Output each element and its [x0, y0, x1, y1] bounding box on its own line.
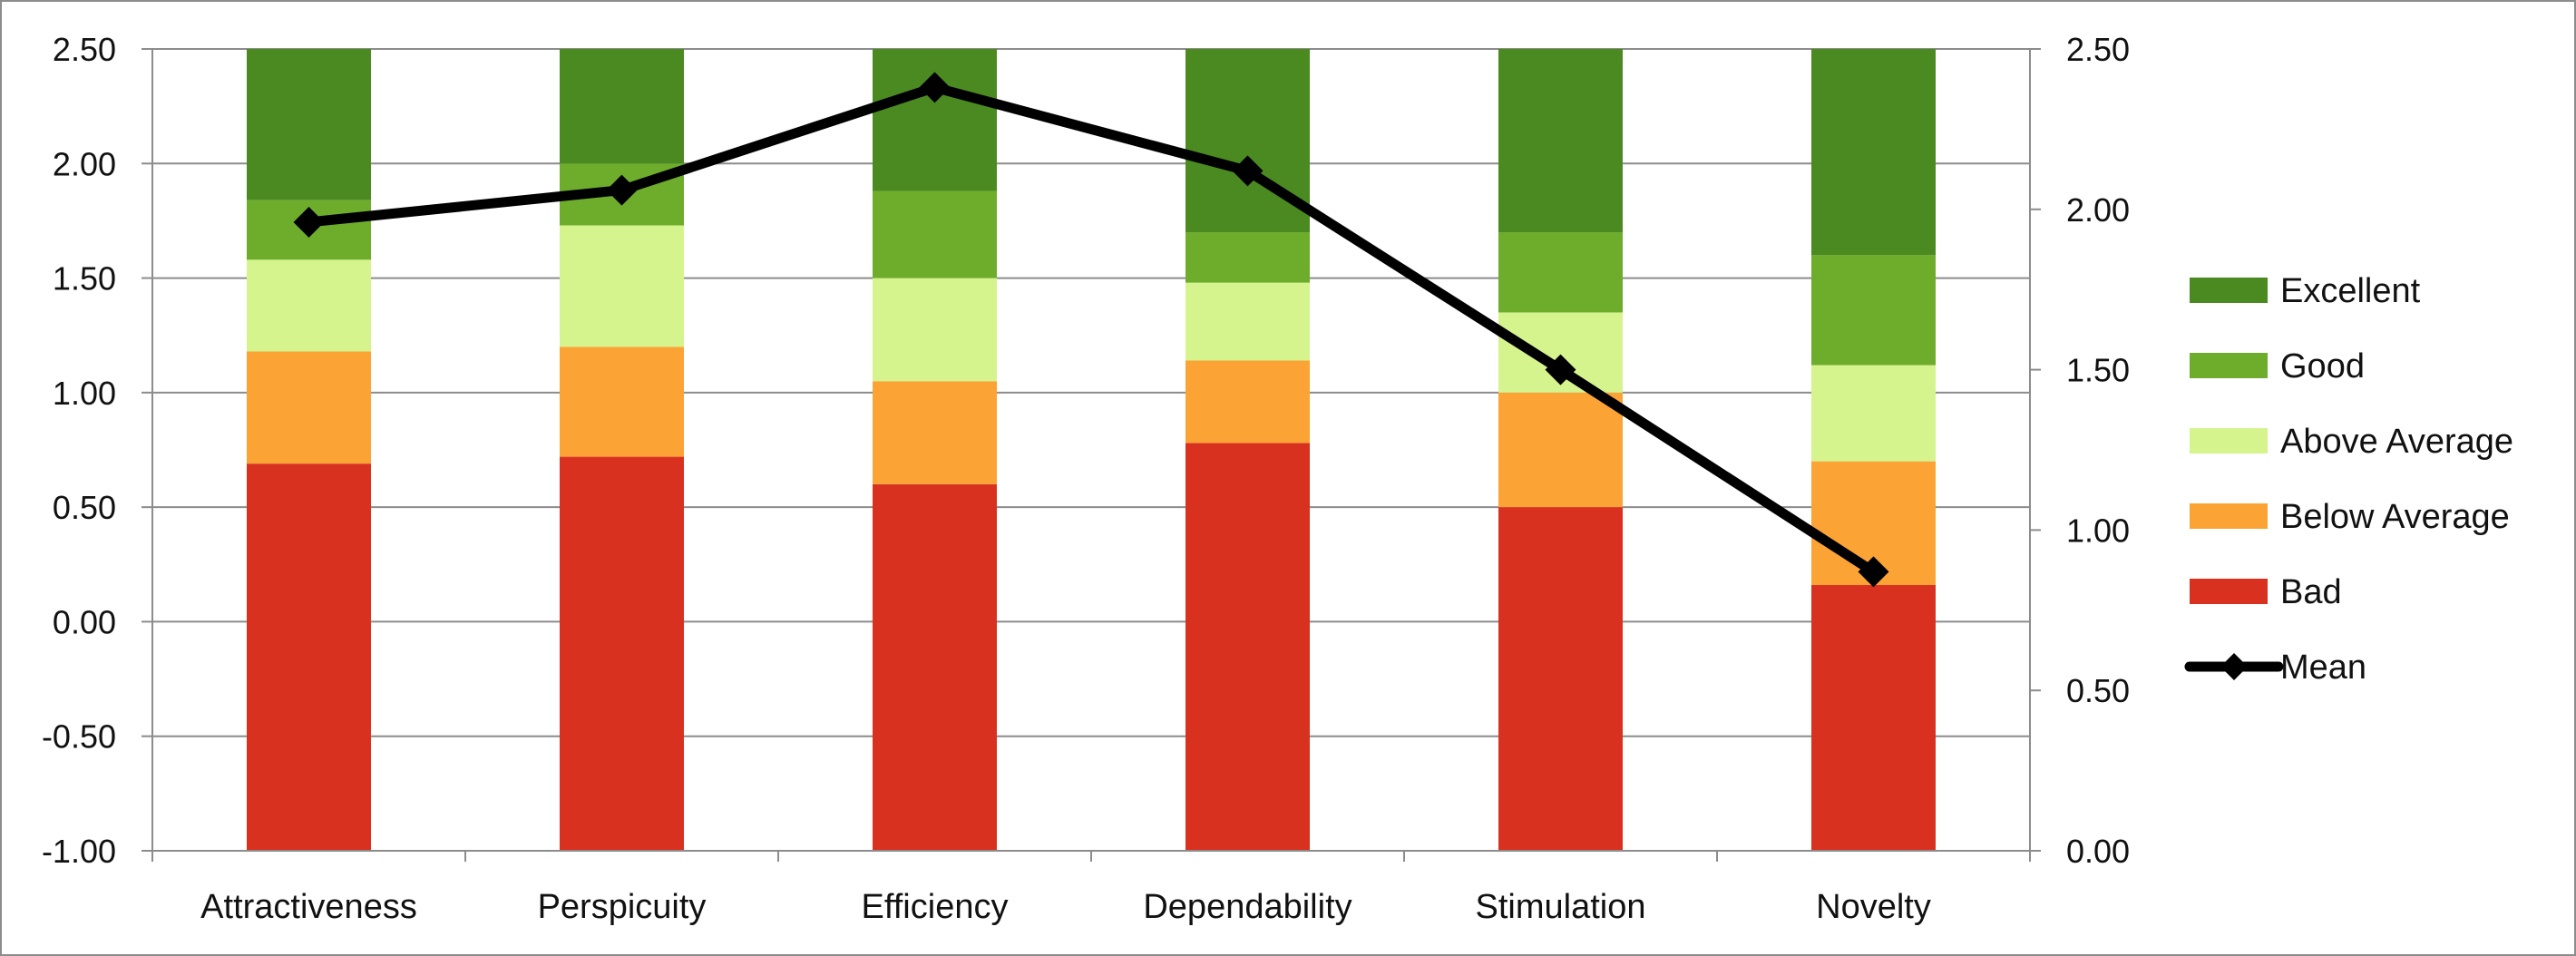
- legend: Excellent Good Above Average Below Average B…: [2184, 272, 2513, 687]
- bar-segment-excellent: [560, 49, 684, 164]
- left-axis-tick-label: 1.00: [53, 375, 116, 412]
- right-axis-tick-label: 2.50: [2066, 31, 2130, 68]
- bar-segment-above-average: [1186, 282, 1310, 361]
- legend-swatch-below-average: [2190, 503, 2268, 529]
- right-axis-tick-label: 0.50: [2066, 672, 2130, 709]
- category-label: Novelty: [1816, 888, 1931, 926]
- category-label: Efficiency: [862, 888, 1009, 926]
- mean-point-marker: [1545, 354, 1576, 385]
- legend-swatch-mean-marker: [2220, 653, 2248, 680]
- left-axis-tick-label: 0.50: [53, 489, 116, 526]
- bar-segment-above-average: [1811, 365, 1936, 462]
- category-label: Perspicuity: [538, 888, 707, 926]
- bar-segment-excellent: [1811, 49, 1936, 256]
- bar-segment-excellent: [247, 49, 371, 200]
- stacked-bars: [247, 49, 1936, 851]
- bar-segment-bad: [1498, 507, 1623, 851]
- right-axis-tick-label: 0.00: [2066, 833, 2130, 870]
- axes: [141, 48, 2041, 862]
- category-label: Stimulation: [1476, 888, 1646, 926]
- bar-segment-below-average: [873, 381, 997, 484]
- legend-label: Mean: [2280, 649, 2366, 687]
- legend-label: Below Average: [2280, 498, 2510, 536]
- bar-segment-above-average: [873, 278, 997, 382]
- category-label: Dependability: [1143, 888, 1351, 926]
- bar-segment-bad: [1186, 443, 1310, 851]
- bar-segment-bad: [560, 456, 684, 851]
- bar-segment-bad: [1811, 585, 1936, 851]
- legend-swatch-bad: [2190, 579, 2268, 604]
- mean-point-marker: [919, 72, 951, 103]
- bar-segment-bad: [873, 483, 997, 851]
- bar-segment-excellent: [1186, 49, 1310, 233]
- bar-segment-good: [1811, 255, 1936, 366]
- category-label: Attractiveness: [200, 888, 417, 926]
- right-axis-tick-label: 2.00: [2066, 191, 2130, 229]
- bar-segment-bad: [247, 463, 371, 851]
- legend-swatch-excellent: [2190, 278, 2268, 303]
- right-axis-tick-label: 1.00: [2066, 512, 2130, 549]
- legend-swatch-above-average: [2190, 428, 2268, 454]
- mean-point-marker: [606, 174, 638, 206]
- bar-segment-excellent: [873, 49, 997, 191]
- bar-segment-above-average: [247, 259, 371, 352]
- mean-line-series: [293, 72, 1889, 588]
- gridlines: [152, 48, 2030, 852]
- mean-point-marker: [1858, 556, 1889, 588]
- mean-line: [304, 82, 1878, 577]
- bar-segment-above-average: [560, 225, 684, 347]
- bar-segment-below-average: [1186, 360, 1310, 444]
- bar-segment-good: [1186, 232, 1310, 283]
- mean-point-marker: [1232, 155, 1264, 187]
- bar-segment-below-average: [560, 346, 684, 457]
- left-axis-tick-label: -0.50: [42, 718, 116, 756]
- bar-segment-below-average: [247, 351, 371, 464]
- legend-label: Bad: [2280, 573, 2342, 611]
- bar-segment-good: [1498, 232, 1623, 313]
- mean-point-marker: [293, 206, 325, 238]
- left-axis-tick-label: 0.00: [53, 603, 116, 640]
- left-axis-tick-label: 2.50: [53, 31, 116, 68]
- left-axis-tick-label: -1.00: [42, 833, 116, 870]
- legend-label: Good: [2280, 347, 2365, 385]
- bar-segment-good: [873, 190, 997, 278]
- legend-swatch-good: [2190, 353, 2268, 378]
- left-axis-tick-label: 2.00: [53, 145, 116, 182]
- bar-segment-below-average: [1498, 392, 1623, 508]
- bar-segment-excellent: [1498, 49, 1623, 233]
- left-axis-tick-label: 1.50: [53, 260, 116, 298]
- legend-label: Excellent: [2280, 272, 2421, 310]
- legend-label: Above Average: [2280, 423, 2513, 461]
- right-axis-tick-label: 1.50: [2066, 352, 2130, 389]
- axis-labels: 2.50 2.00 1.50 1.00 0.50 0.00 -0.50 -1.00 2.50 2.…: [42, 31, 2130, 926]
